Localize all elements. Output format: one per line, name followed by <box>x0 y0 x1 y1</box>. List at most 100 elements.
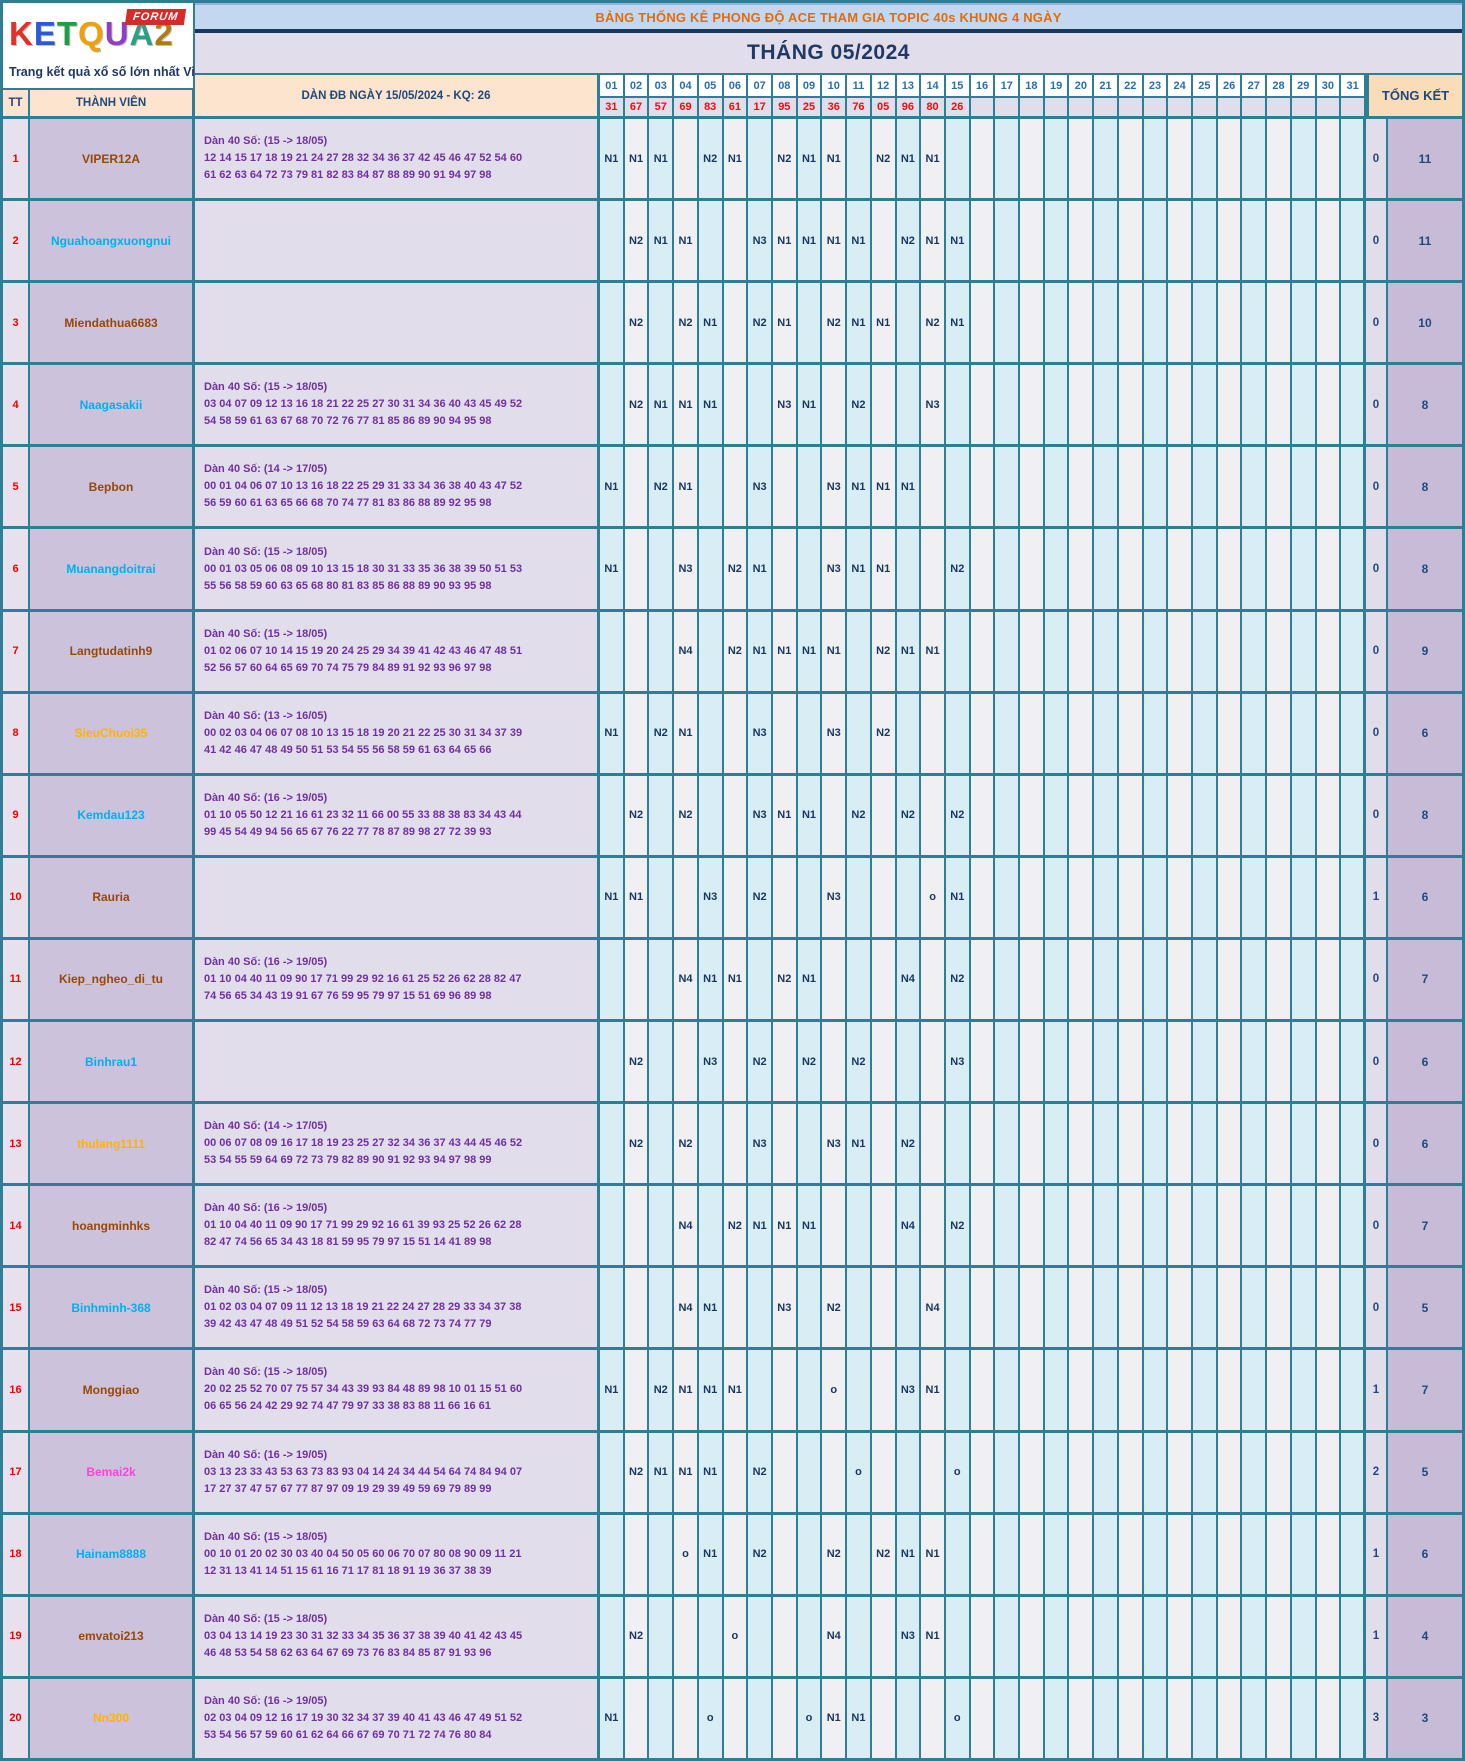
day-header-row: 01 02 03 04 05 06 07 08 09 10 11 12 13 14 15 16 17 18 19 20… <box>600 75 1366 98</box>
miss-count: 2 <box>1365 1432 1388 1512</box>
dan-cell <box>195 857 600 937</box>
day-cell-18 <box>1020 693 1045 773</box>
day-cell-03 <box>649 857 675 937</box>
dan-line2: 82 47 74 56 65 34 43 18 81 59 95 79 97 1… <box>204 1236 492 1249</box>
day-cell-10: N3 <box>822 529 848 609</box>
miss-count: 0 <box>1365 1186 1388 1266</box>
day-cell-18 <box>1020 857 1045 937</box>
day-cell-26 <box>1217 1022 1243 1102</box>
day-cell-06 <box>723 775 749 855</box>
day-cell-01 <box>600 775 625 855</box>
day-cell-30 <box>1316 1432 1342 1512</box>
day-header-15: 15 <box>945 75 971 98</box>
day-cell-04: N2 <box>674 775 699 855</box>
day-cell-14: N1 <box>921 1596 946 1676</box>
member-name: thulang1111 <box>30 1104 195 1184</box>
day-header-14: 14 <box>921 75 946 98</box>
row-number: 2 <box>3 201 30 281</box>
day-cell-20 <box>1069 1104 1095 1184</box>
member-name: VIPER12A <box>30 119 195 199</box>
day-cell-30 <box>1316 1596 1342 1676</box>
result-day-11: 76 <box>847 98 872 116</box>
day-cell-23 <box>1143 693 1169 773</box>
day-cell-15: N2 <box>945 939 971 1020</box>
day-cell-20 <box>1069 1268 1095 1348</box>
day-cell-14: N1 <box>921 201 946 281</box>
result-day-02: 67 <box>624 98 650 116</box>
day-cell-05 <box>698 1186 724 1266</box>
result-day-04: 69 <box>674 98 699 116</box>
dan-line1: 01 02 03 04 07 09 11 12 13 18 19 21 22 2… <box>204 1301 522 1314</box>
table-row: 13 thulang1111 Dàn 40 Số: (14 -> 17/05) 00 … <box>3 1104 1462 1187</box>
day-cell-19 <box>1044 857 1070 937</box>
day-cell-24 <box>1168 1104 1194 1184</box>
day-cell-24 <box>1168 529 1194 609</box>
day-cell-12 <box>871 1268 897 1348</box>
day-cell-20 <box>1069 1022 1095 1102</box>
member-name: Binhminh-368 <box>30 1268 195 1348</box>
day-cell-11: N1 <box>847 283 872 363</box>
day-cell-11: N2 <box>847 365 872 445</box>
day-cell-10 <box>822 939 848 1020</box>
dan-line2: 53 54 55 59 64 69 72 73 79 82 89 90 91 9… <box>204 1154 492 1167</box>
dan-cell: Dàn 40 Số: (15 -> 18/05) 20 02 25 52 70 0… <box>195 1350 600 1430</box>
day-cell-30 <box>1316 1350 1342 1430</box>
day-cell-09: N2 <box>797 1022 823 1102</box>
day-cell-12 <box>871 1350 897 1430</box>
day-cell-03: N1 <box>649 119 675 199</box>
day-cell-06 <box>723 857 749 937</box>
day-cell-21 <box>1094 1268 1119 1348</box>
day-cell-09 <box>797 693 823 773</box>
day-cell-24 <box>1168 119 1194 199</box>
day-cell-19 <box>1044 119 1070 199</box>
day-cell-08: N1 <box>772 201 798 281</box>
day-cell-15 <box>945 693 971 773</box>
day-cell-29 <box>1291 201 1317 281</box>
day-cell-01 <box>600 283 625 363</box>
brand-letter: K <box>9 14 34 52</box>
day-cell-22 <box>1118 1432 1144 1512</box>
day-cell-26 <box>1217 529 1243 609</box>
member-name: Bemai2k <box>30 1432 195 1512</box>
brand-letter: Q <box>78 14 105 52</box>
day-cell-08: N2 <box>772 939 798 1020</box>
day-cell-07: N3 <box>748 693 773 773</box>
day-cell-01 <box>600 611 625 691</box>
day-cell-22 <box>1118 857 1144 937</box>
day-cell-25 <box>1193 1268 1218 1348</box>
miss-count: 1 <box>1365 1514 1388 1594</box>
dan-line2: 61 62 63 64 72 73 79 81 82 83 84 87 88 8… <box>204 169 492 182</box>
row-number: 5 <box>3 447 30 527</box>
total-count: 11 <box>1387 119 1462 199</box>
day-cell-11: N1 <box>847 1678 872 1758</box>
result-day-27 <box>1242 98 1268 116</box>
day-cell-10 <box>822 1186 848 1266</box>
row-number: 6 <box>3 529 30 609</box>
day-cell-06 <box>723 1268 749 1348</box>
row-number: 3 <box>3 283 30 363</box>
day-cell-02 <box>624 1186 650 1266</box>
day-cell-10: N3 <box>822 447 848 527</box>
page-title: THÁNG 05/2024 <box>195 33 1462 75</box>
day-cell-02 <box>624 1678 650 1758</box>
day-cell-11: N2 <box>847 1022 872 1102</box>
day-cell-04: N4 <box>674 611 699 691</box>
dan-cell: Dàn 40 Số: (16 -> 19/05) 03 13 23 33 43 5… <box>195 1432 600 1512</box>
day-cell-07 <box>748 119 773 199</box>
day-cell-13 <box>896 529 922 609</box>
day-cell-03: N2 <box>649 693 675 773</box>
day-cell-21 <box>1094 1104 1119 1184</box>
day-cell-28 <box>1267 1514 1292 1594</box>
row-number: 1 <box>3 119 30 199</box>
dan-line2: 17 27 37 47 57 67 77 87 97 09 19 29 39 4… <box>204 1482 492 1495</box>
day-cell-15: N2 <box>945 1186 971 1266</box>
day-cell-18 <box>1020 1104 1045 1184</box>
day-cell-12: N2 <box>871 693 897 773</box>
day-cell-13 <box>896 283 922 363</box>
day-cell-16 <box>970 857 996 937</box>
day-cell-26 <box>1217 119 1243 199</box>
day-header-08: 08 <box>772 75 798 98</box>
dan-line1: 03 04 07 09 12 13 16 18 21 22 25 27 30 3… <box>204 398 523 411</box>
day-cell-31 <box>1341 201 1366 281</box>
day-cell-31 <box>1341 1186 1366 1266</box>
